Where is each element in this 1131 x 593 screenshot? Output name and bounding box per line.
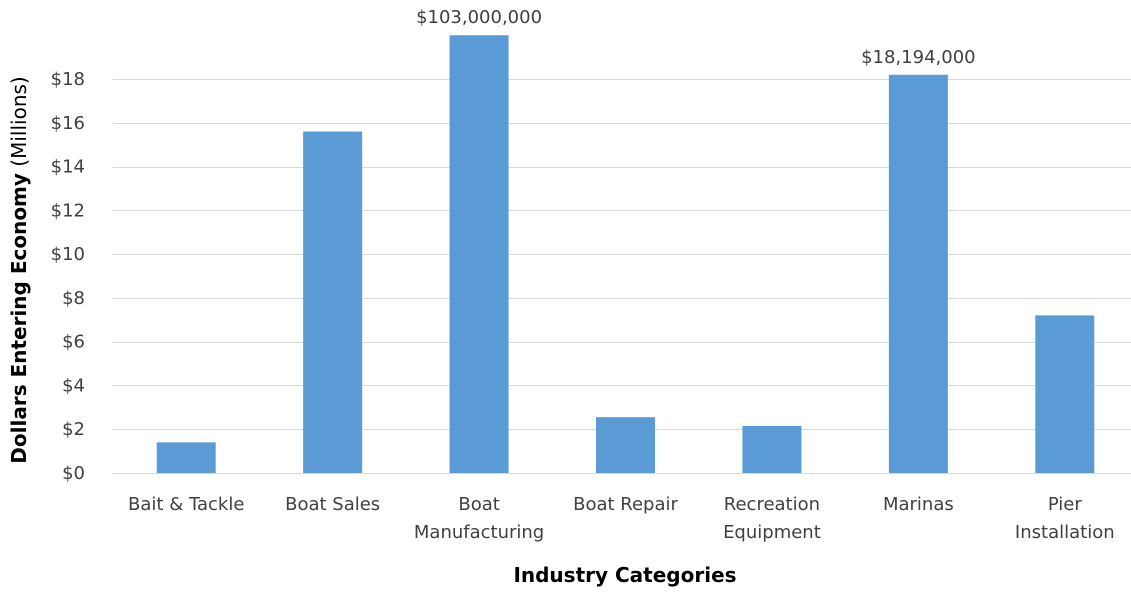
y-axis-title-units: (Millions): [7, 76, 31, 173]
gridlines: [113, 79, 1131, 474]
bar: [1035, 315, 1095, 473]
x-tick-label: Boat Repair: [573, 494, 678, 515]
bar: [596, 417, 655, 473]
x-tick-label: Boat Sales: [285, 494, 380, 515]
y-tick-label: $8: [62, 288, 85, 309]
y-tick-label: $12: [51, 200, 85, 221]
y-tick-label: $2: [62, 419, 85, 440]
y-tick-label: $16: [51, 113, 85, 134]
y-axis-title: Dollars Entering Economy (Millions): [7, 76, 31, 463]
x-tick-label: Bait & Tackle: [128, 494, 244, 515]
x-tick-label: Boat Manufacturing: [414, 494, 544, 543]
y-tick-labels: $0 $2 $4 $6 $8 $10 $12 $14 $16 $18: [51, 69, 85, 484]
y-tick-label: $4: [62, 375, 85, 396]
bar: [156, 442, 216, 473]
bars: [156, 35, 1095, 474]
y-tick-label: $6: [62, 332, 85, 353]
y-tick-label: $14: [51, 157, 85, 178]
y-tick-label: $10: [51, 244, 85, 265]
x-axis-title: Industry Categories: [513, 563, 736, 587]
bar: [303, 131, 363, 474]
y-axis-title-bold: Dollars Entering Economy: [7, 173, 31, 464]
bar: [888, 74, 948, 474]
data-label: $18,194,000: [861, 47, 976, 68]
x-tick-labels: Bait & Tackle Boat Sales Boat Manufacturing…: [128, 494, 1115, 543]
x-tick-label: Recreation Equipment: [723, 494, 821, 543]
data-label: $103,000,000: [416, 7, 542, 28]
bar: [449, 35, 509, 473]
y-tick-label: $18: [51, 69, 85, 90]
y-tick-label: $0: [62, 463, 85, 484]
bar: [742, 425, 802, 473]
x-tick-label: Marinas: [883, 494, 954, 515]
x-tick-label: Pier Installation: [1015, 494, 1115, 543]
data-labels: $103,000,000 $18,194,000: [416, 7, 976, 68]
